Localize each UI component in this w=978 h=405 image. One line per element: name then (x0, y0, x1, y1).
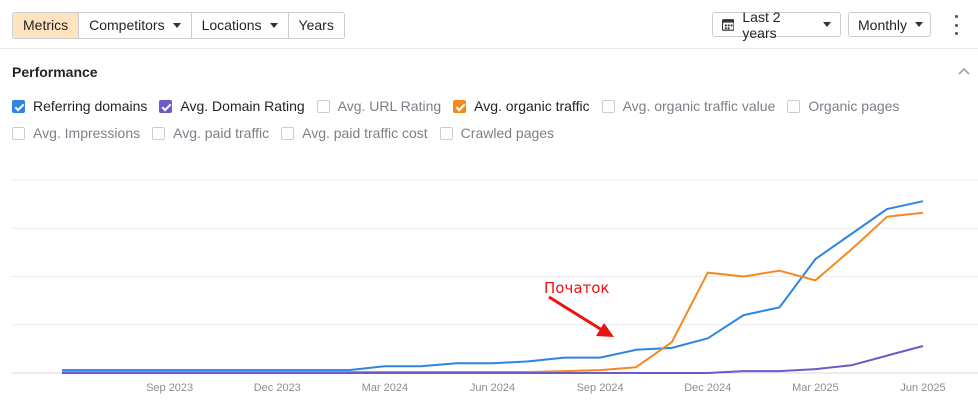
checkbox-box[interactable] (453, 99, 467, 113)
tab-years[interactable]: Years (288, 13, 344, 38)
metric-row: Referring domains Avg. Domain Rating Avg. … (12, 95, 962, 117)
checkbox-label: Avg. paid traffic (173, 125, 270, 141)
checkbox-box[interactable] (152, 126, 166, 140)
annotation-arrowhead (596, 323, 614, 337)
checkbox-label: Avg. organic traffic (474, 98, 590, 114)
toolbar: Metrics Competitors Locations Years Last… (0, 0, 978, 49)
checkbox-avg-paid-traffic-cost[interactable]: Avg. paid traffic cost (281, 125, 428, 141)
chevron-up-icon[interactable] (957, 66, 971, 76)
metric-checkboxes: Referring domains Avg. Domain Rating Avg. … (12, 95, 962, 149)
x-tick-label: Dec 2024 (684, 382, 731, 394)
annotation-label: Початок (544, 279, 610, 297)
checkbox-box[interactable] (12, 99, 25, 113)
checkbox-avg-url-rating[interactable]: Avg. URL Rating (316, 98, 442, 114)
annotation-arrow (548, 295, 603, 332)
checkbox-label: Avg. URL Rating (337, 98, 442, 114)
caret-down-icon (269, 23, 278, 28)
date-range-dropdown[interactable]: Last 2 years (712, 9, 841, 41)
checkbox-label: Referring domains (33, 98, 148, 114)
checkbox-label: Avg. Impressions (33, 125, 141, 141)
tab-metrics-label: Metrics (23, 17, 69, 33)
caret-down-icon (823, 22, 831, 27)
checkbox-label: Avg. Domain Rating (180, 98, 305, 114)
performance-chart: Sep 2023 Dec 2023 Mar 2024 Jun 2024 Sep 2024… (12, 179, 978, 394)
more-vertical-icon[interactable] (948, 15, 964, 35)
checkbox-avg-impressions[interactable]: Avg. Impressions (12, 125, 140, 141)
checkbox-avg-organic-traffic-value[interactable]: Avg. organic traffic value (601, 98, 776, 114)
x-tick-label: Jun 2025 (900, 382, 945, 394)
section-title: Performance (12, 64, 98, 80)
checkbox-label: Crawled pages (460, 125, 555, 141)
checkbox-box[interactable] (601, 99, 615, 113)
checkbox-box[interactable] (281, 126, 295, 140)
metric-row: Avg. Impressions Avg. paid traffic Avg. pa… (12, 122, 962, 144)
checkbox-label: Avg. paid traffic cost (302, 125, 428, 141)
interval-dropdown[interactable]: Monthly (848, 12, 931, 37)
series-line-avg-organic-traffic (62, 211, 924, 373)
checkbox-label: Organic pages (808, 98, 900, 114)
series-line-referring-domains (62, 200, 924, 372)
x-tick-label: Sep 2023 (146, 382, 193, 394)
x-tick-label: Mar 2025 (792, 382, 838, 394)
tab-locations-label: Locations (201, 17, 262, 33)
caret-down-icon (172, 23, 181, 28)
tab-metrics[interactable]: Metrics (13, 13, 80, 38)
tab-locations[interactable]: Locations (191, 13, 289, 38)
tab-years-label: Years (298, 17, 334, 33)
checkbox-box[interactable] (787, 99, 801, 113)
checkbox-avg-organic-traffic[interactable]: Avg. organic traffic (453, 98, 590, 114)
calendar-icon (722, 19, 735, 31)
checkbox-crawled-pages[interactable]: Crawled pages (439, 125, 555, 141)
checkbox-box[interactable] (12, 126, 25, 140)
date-range-label: Last 2 years (742, 8, 781, 41)
interval-label: Monthly (858, 16, 908, 33)
checkbox-avg-domain-rating[interactable]: Avg. Domain Rating (159, 98, 305, 114)
checkbox-box[interactable] (159, 99, 173, 113)
x-tick-label: Sep 2024 (577, 382, 624, 394)
view-tabs: Metrics Competitors Locations Years (12, 12, 345, 39)
tab-competitors[interactable]: Competitors (79, 13, 192, 38)
x-tick-label: Dec 2023 (254, 382, 301, 394)
checkbox-box[interactable] (316, 99, 330, 113)
caret-down-icon (915, 22, 924, 27)
checkbox-organic-pages[interactable]: Organic pages (787, 98, 899, 114)
checkbox-box[interactable] (439, 126, 453, 140)
checkbox-label: Avg. organic traffic value (622, 98, 776, 114)
x-tick-label: Jun 2024 (470, 382, 515, 394)
x-tick-label: Mar 2024 (362, 382, 408, 394)
series-line-avg-domain-rating (62, 345, 924, 374)
checkbox-avg-paid-traffic[interactable]: Avg. paid traffic (152, 125, 269, 141)
tab-competitors-label: Competitors (89, 17, 165, 33)
checkbox-referring-domains[interactable]: Referring domains (12, 98, 147, 114)
